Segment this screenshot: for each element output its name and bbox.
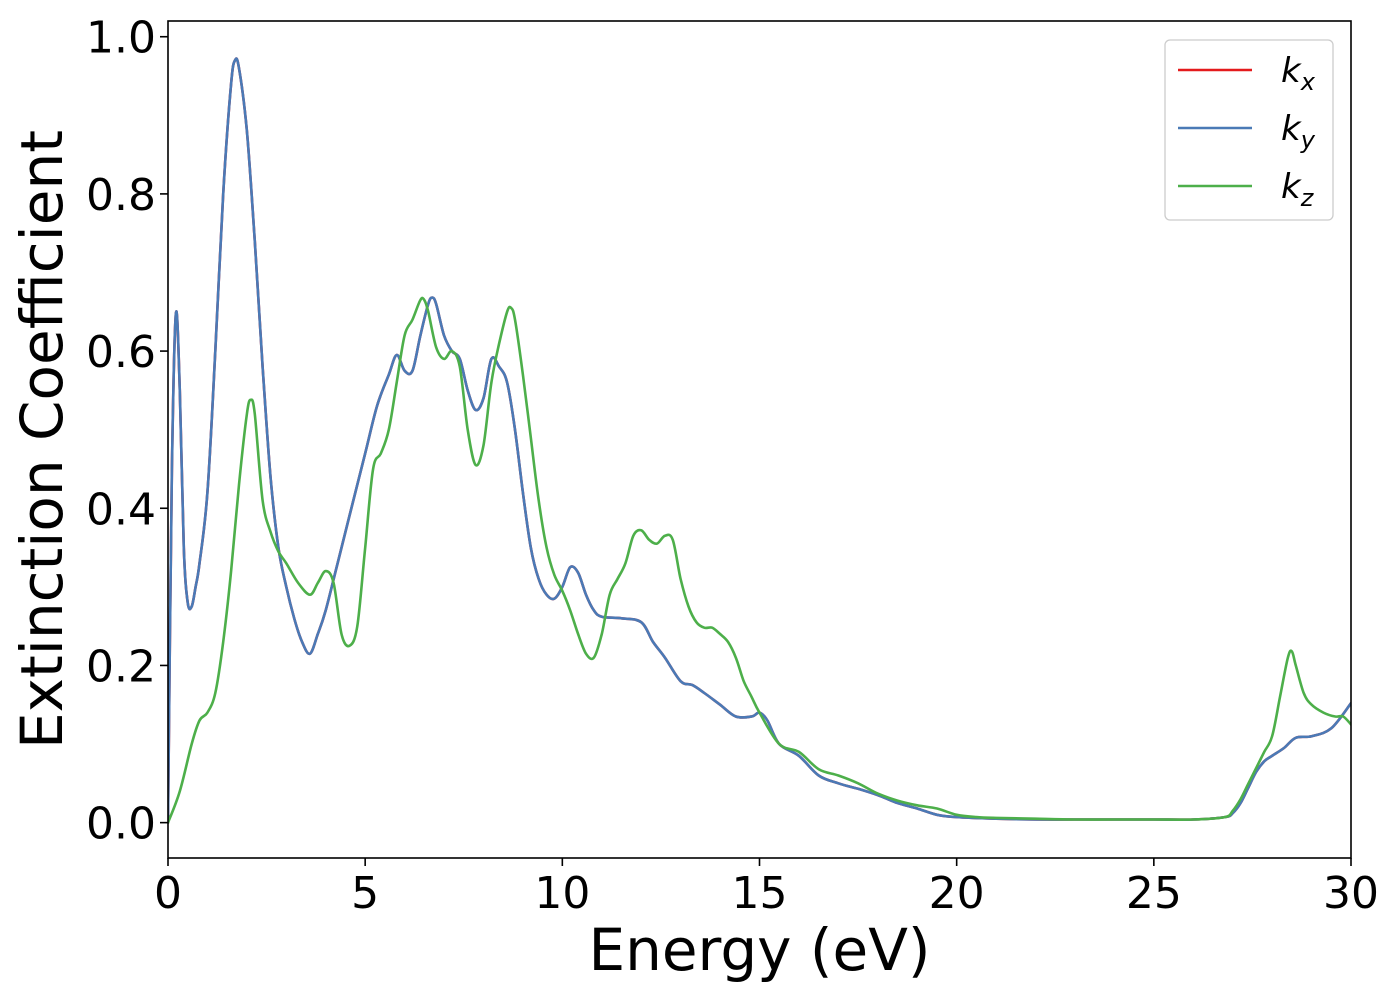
legend-label-subscript: z (1300, 184, 1315, 212)
y-axis-label: Extinction Coefficient (8, 130, 76, 749)
legend-label-kx: kx (1281, 51, 1316, 96)
legend-label-base: k (1281, 51, 1302, 91)
legend-label-kz: kz (1281, 167, 1315, 212)
y-tick-label: 0.4 (86, 484, 156, 535)
x-tick-label: 25 (1126, 868, 1182, 919)
x-tick-label: 20 (929, 868, 985, 919)
y-tick-label: 0.8 (86, 170, 156, 221)
legend-box (1164, 39, 1334, 221)
y-tick-label: 0.6 (86, 327, 156, 378)
legend-label-base: k (1281, 109, 1302, 149)
legend-label-subscript: x (1300, 68, 1316, 96)
legend-label-base: k (1281, 167, 1302, 207)
x-axis-ticks: 0 5 10 15 20 25 30 (154, 858, 1379, 919)
x-tick-label: 15 (732, 868, 788, 919)
x-tick-label: 0 (154, 868, 182, 919)
x-tick-label: 5 (351, 868, 379, 919)
series-line-kz (168, 296, 1351, 824)
y-tick-label: 0.0 (86, 799, 156, 850)
x-tick-label: 30 (1323, 868, 1379, 919)
y-axis-ticks: 0.0 0.2 0.4 0.6 0.8 1.0 (86, 13, 168, 850)
x-axis-label: Energy (eV) (588, 916, 930, 984)
y-tick-label: 1.0 (86, 13, 156, 64)
legend-label-ky: ky (1281, 109, 1316, 154)
y-tick-label: 0.2 (86, 641, 156, 692)
series-layer (168, 57, 1351, 824)
legend-label-subscript: y (1300, 126, 1316, 154)
x-tick-label: 10 (534, 868, 590, 919)
